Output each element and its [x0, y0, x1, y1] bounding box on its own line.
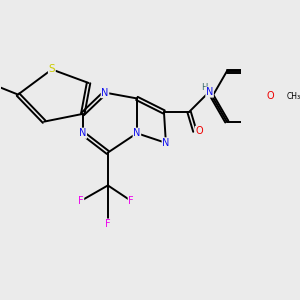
Text: N: N — [162, 138, 169, 148]
Text: O: O — [195, 126, 203, 136]
Text: O: O — [266, 92, 274, 101]
Text: S: S — [49, 64, 55, 74]
Text: N: N — [133, 128, 141, 138]
Text: F: F — [105, 219, 111, 229]
Text: N: N — [206, 87, 213, 97]
Text: N: N — [101, 88, 109, 98]
Text: CH₃: CH₃ — [287, 92, 300, 101]
Text: H: H — [201, 82, 208, 91]
Text: F: F — [128, 196, 134, 206]
Text: F: F — [78, 196, 84, 206]
Text: N: N — [79, 128, 86, 138]
